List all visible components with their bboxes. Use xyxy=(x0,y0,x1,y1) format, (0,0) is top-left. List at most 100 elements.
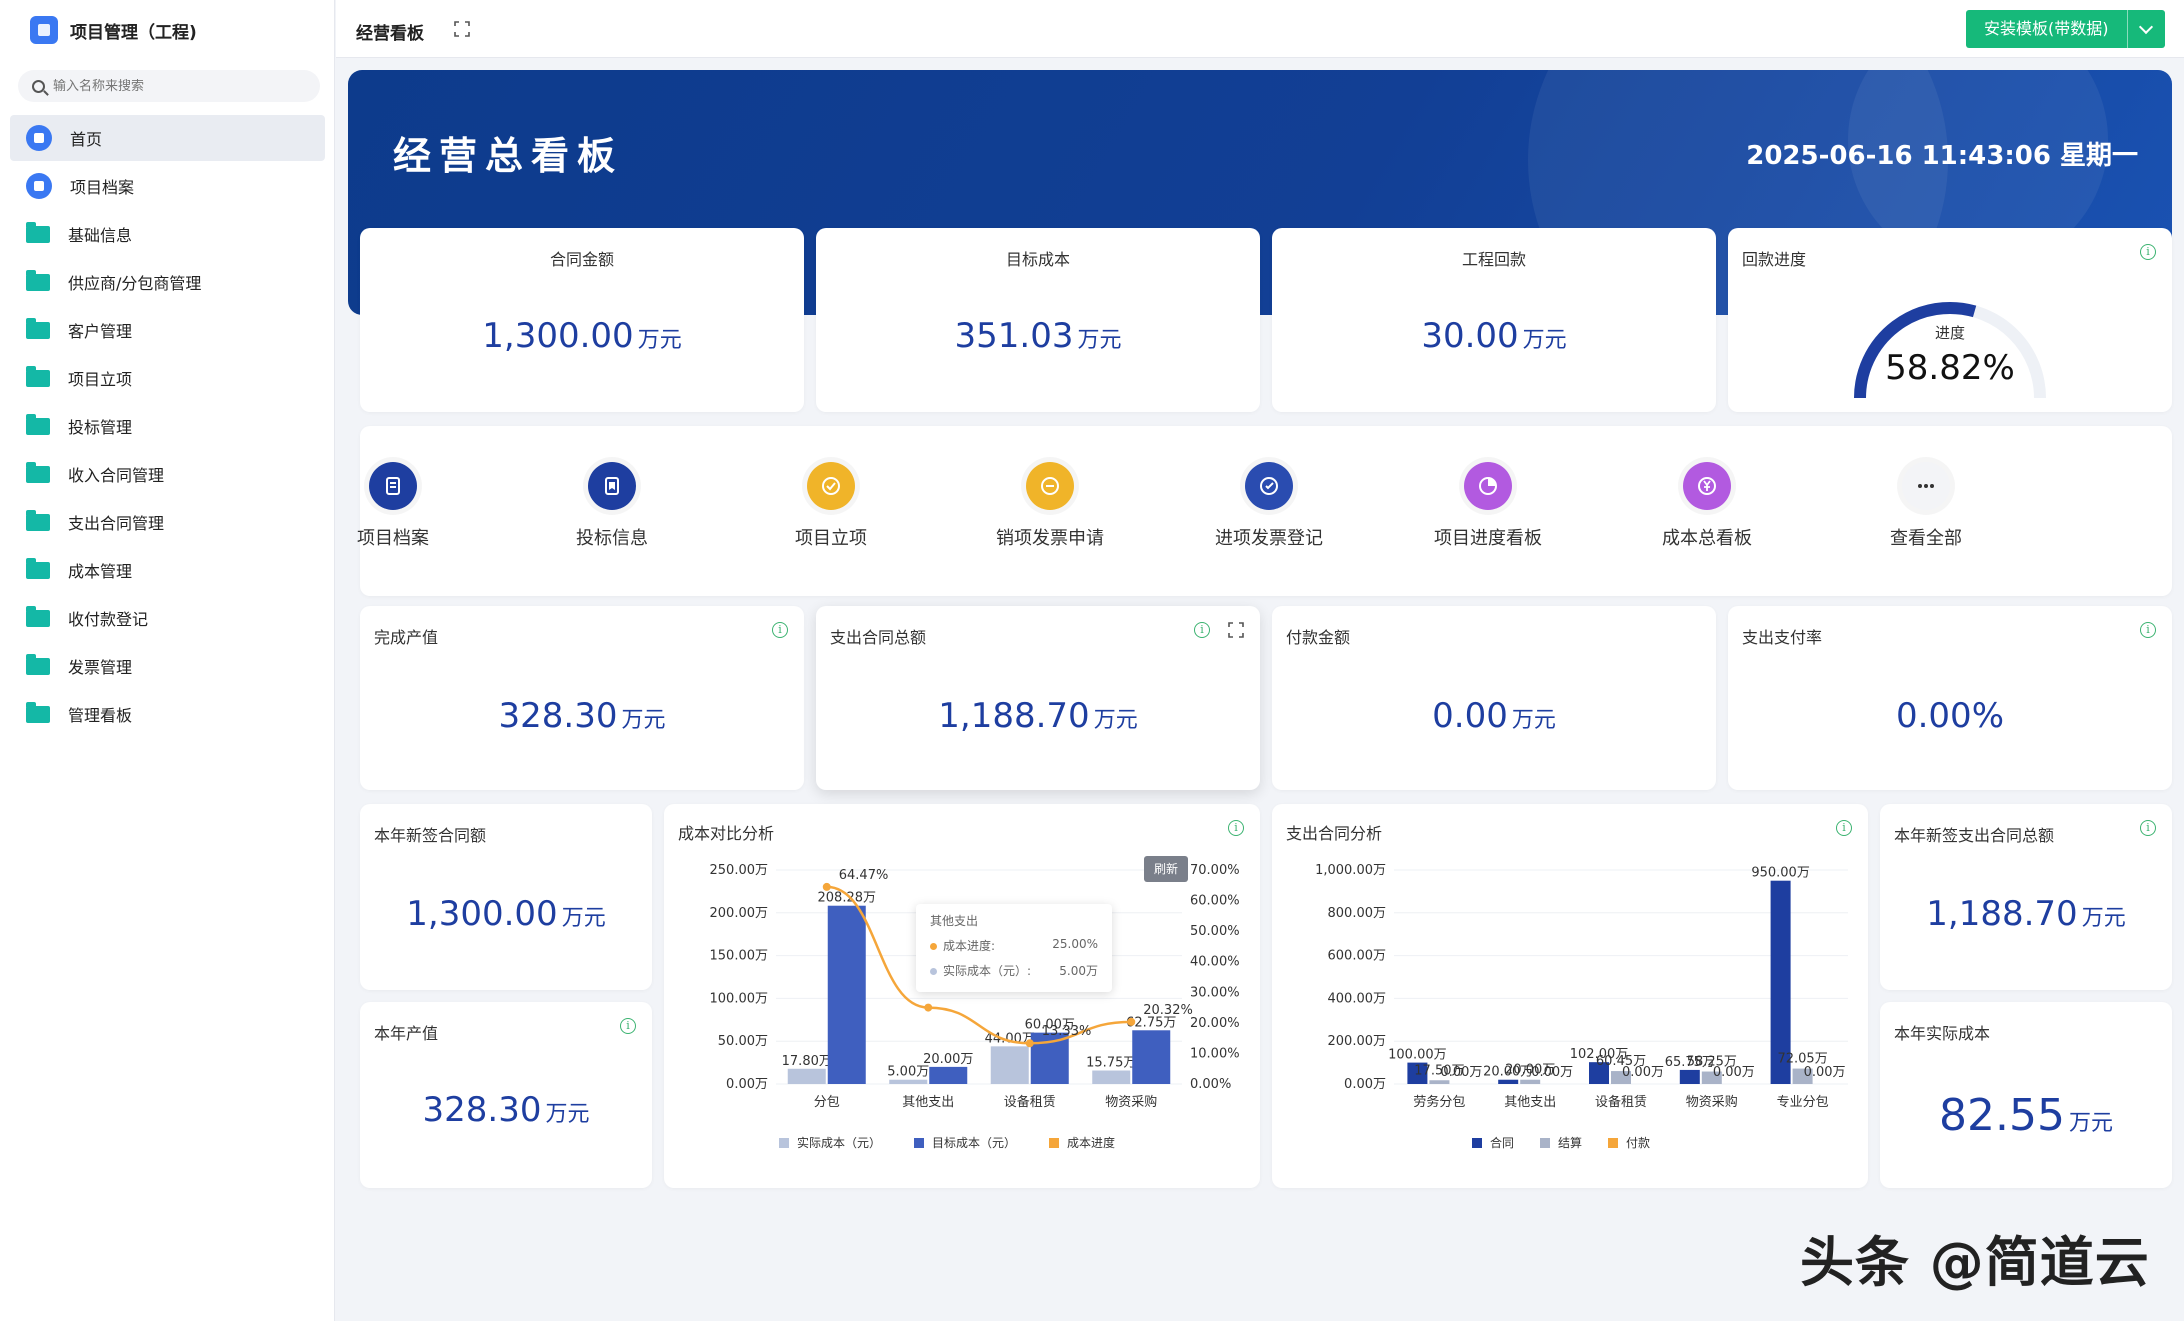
bid-icon xyxy=(588,462,636,510)
x-tick-label: 其他支出 xyxy=(902,1095,954,1110)
legend-label: 成本进度 xyxy=(1067,1135,1115,1150)
sidebar-item-1[interactable]: 项目档案 xyxy=(10,163,325,209)
data-label: 17.50万 xyxy=(1414,1063,1464,1078)
search-input[interactable] xyxy=(53,78,303,94)
refresh-button[interactable]: 刷新 xyxy=(1144,856,1188,882)
bar-1 xyxy=(1792,1068,1813,1084)
info-icon[interactable]: i xyxy=(1836,820,1852,836)
folder-icon xyxy=(26,413,50,435)
quick-link-4[interactable]: 进项发票登记 xyxy=(1169,426,1369,596)
sidebar-item-7[interactable]: 收入合同管理 xyxy=(10,451,325,497)
sidebar-item-8[interactable]: 支出合同管理 xyxy=(10,499,325,545)
brand[interactable]: 项目管理（工程) xyxy=(30,14,197,46)
info-icon[interactable]: i xyxy=(2140,622,2156,638)
data-label: 100.00万 xyxy=(1388,1048,1447,1063)
chevron-down-icon[interactable] xyxy=(2126,10,2165,48)
kpi-contract-amount[interactable]: 合同金额 1,300.00 万元 xyxy=(360,228,804,412)
tab-dashboard[interactable]: 经营看板 xyxy=(356,24,424,44)
quick-link-7[interactable]: 查看全部 xyxy=(1826,426,2026,596)
x-tick-label: 物资采购 xyxy=(1105,1094,1157,1110)
y2-tick-label: 60.00% xyxy=(1190,894,1240,909)
info-icon[interactable]: i xyxy=(620,1018,636,1034)
sidebar-search[interactable] xyxy=(18,70,320,102)
quick-link-1[interactable]: 投标信息 xyxy=(512,426,712,596)
y-tick-label: 0.00万 xyxy=(726,1077,768,1092)
y-tick-label: 50.00万 xyxy=(718,1034,768,1049)
sidebar-item-12[interactable]: 管理看板 xyxy=(10,691,325,737)
kpi-completed-output[interactable]: 完成产值 i 328.30 万元 xyxy=(360,606,804,790)
y2-tick-label: 10.00% xyxy=(1190,1046,1240,1061)
quick-link-6[interactable]: 成本总看板 xyxy=(1607,426,1807,596)
kpi-label: 完成产值 xyxy=(374,628,439,647)
install-template-button[interactable]: 安装模板(带数据) xyxy=(1966,10,2165,48)
quick-link-2[interactable]: 项目立项 xyxy=(731,426,931,596)
y-tick-label: 600.00万 xyxy=(1328,949,1387,964)
sidebar: 项目管理（工程) 首页项目档案基础信息供应商/分包商管理客户管理项目立项投标管理… xyxy=(0,0,335,1321)
topbar: 经营看板 安装模板(带数据) xyxy=(336,0,2184,58)
kpi-label: 目标成本 xyxy=(1005,250,1070,269)
kpi-value: 1,188.70 万元 xyxy=(938,696,1138,736)
install-template-label[interactable]: 安装模板(带数据) xyxy=(1984,19,2109,38)
info-icon[interactable]: i xyxy=(1228,820,1244,836)
data-label: 17.80万 xyxy=(782,1054,832,1069)
kpi-annual-actual-cost[interactable]: 本年实际成本 82.55 万元 xyxy=(1880,1002,2172,1188)
sidebar-item-11[interactable]: 发票管理 xyxy=(10,643,325,689)
y2-tick-label: 70.00% xyxy=(1190,863,1240,878)
tooltip-title: 其他支出 xyxy=(930,914,979,928)
legend-swatch xyxy=(1472,1138,1482,1148)
sidebar-item-9[interactable]: 成本管理 xyxy=(10,547,325,593)
data-label: 0.00万 xyxy=(1622,1065,1664,1080)
data-label: 60.45万 xyxy=(1596,1054,1646,1069)
y2-tick-label: 40.00% xyxy=(1190,955,1240,970)
sidebar-item-5[interactable]: 项目立项 xyxy=(10,355,325,401)
folder-icon xyxy=(26,461,50,483)
expense-contract-chart[interactable]: 0.00万 200.00万 400.00万 600.00万 800.00万 1,000.0… xyxy=(1272,804,1868,1188)
sidebar-item-0[interactable]: 首页 xyxy=(10,115,325,161)
quick-link-3[interactable]: 销项发票申请 xyxy=(950,426,1150,596)
sidebar-item-2[interactable]: 基础信息 xyxy=(10,211,325,257)
x-tick-label: 物资采购 xyxy=(1686,1094,1738,1110)
progress-point xyxy=(822,882,831,891)
sidebar-item-4[interactable]: 客户管理 xyxy=(10,307,325,353)
kpi-expense-payment-rate[interactable]: 支出支付率 i 0.00% xyxy=(1728,606,2172,790)
chart-tooltip: 其他支出 成本进度: 25.00% 实际成本（元）: 5.00万 xyxy=(916,904,1112,992)
data-label: 13.33% xyxy=(1042,1024,1092,1039)
kpi-label: 支出支付率 xyxy=(1742,628,1823,647)
legend-dot-icon xyxy=(930,943,937,950)
kpi-annual-output[interactable]: 本年产值 i 328.30 万元 xyxy=(360,1002,652,1188)
data-label: 20.32% xyxy=(1143,1003,1193,1018)
data-label: 60.00万 xyxy=(1025,1018,1075,1033)
chart-title: 支出合同分析 xyxy=(1286,824,1383,843)
sidebar-item-6[interactable]: 投标管理 xyxy=(10,403,325,449)
progress-point xyxy=(1025,1039,1034,1048)
kpi-annual-new-contract[interactable]: 本年新签合同额 1,300.00 万元 xyxy=(360,804,652,990)
info-icon[interactable]: i xyxy=(772,622,788,638)
legend-label: 目标成本（元） xyxy=(932,1136,1016,1150)
kpi-payment-progress[interactable]: 回款进度 i 进度 58.82% xyxy=(1728,228,2172,412)
kpi-target-cost[interactable]: 目标成本 351.03 万元 xyxy=(816,228,1260,412)
kpi-project-payment[interactable]: 工程回款 30.00 万元 xyxy=(1272,228,1716,412)
quick-link-5[interactable]: 项目进度看板 xyxy=(1388,426,1588,596)
fullscreen-icon[interactable] xyxy=(1228,622,1244,638)
tooltip-row: 成本进度: 25.00% xyxy=(930,937,1098,954)
data-label: 62.75万 xyxy=(1126,1015,1176,1030)
kpi-label: 付款金额 xyxy=(1286,628,1351,647)
kpi-value: 328.30 万元 xyxy=(422,1090,590,1130)
sidebar-item-label: 发票管理 xyxy=(68,658,133,677)
cost-comparison-chart[interactable]: 0.00万 50.00万 100.00万 150.00万 200.00万 250.00万 0… xyxy=(664,804,1260,1188)
legend-swatch xyxy=(779,1138,789,1148)
info-icon[interactable]: i xyxy=(1194,622,1210,638)
fullscreen-icon[interactable] xyxy=(454,21,470,37)
sidebar-item-10[interactable]: 收付款登记 xyxy=(10,595,325,641)
sidebar-item-3[interactable]: 供应商/分包商管理 xyxy=(10,259,325,305)
kpi-payment-amount[interactable]: 付款金额 0.00 万元 xyxy=(1272,606,1716,790)
archive-icon xyxy=(369,462,417,510)
kpi-annual-new-expense[interactable]: 本年新签支出合同总额 i 1,188.70 万元 xyxy=(1880,804,2172,990)
info-icon[interactable]: i xyxy=(2140,820,2156,836)
info-icon[interactable]: i xyxy=(2140,244,2156,260)
quick-link-0[interactable]: 项目档案 xyxy=(293,426,493,596)
kpi-value: 1,300.00 万元 xyxy=(482,316,682,356)
gauge-value: 58.82% xyxy=(1885,348,2015,388)
watermark: 头条 @简道云 xyxy=(1800,1231,2150,1294)
kpi-expense-contract-total[interactable]: 支出合同总额 i 1,188.70 万元 xyxy=(816,606,1260,790)
